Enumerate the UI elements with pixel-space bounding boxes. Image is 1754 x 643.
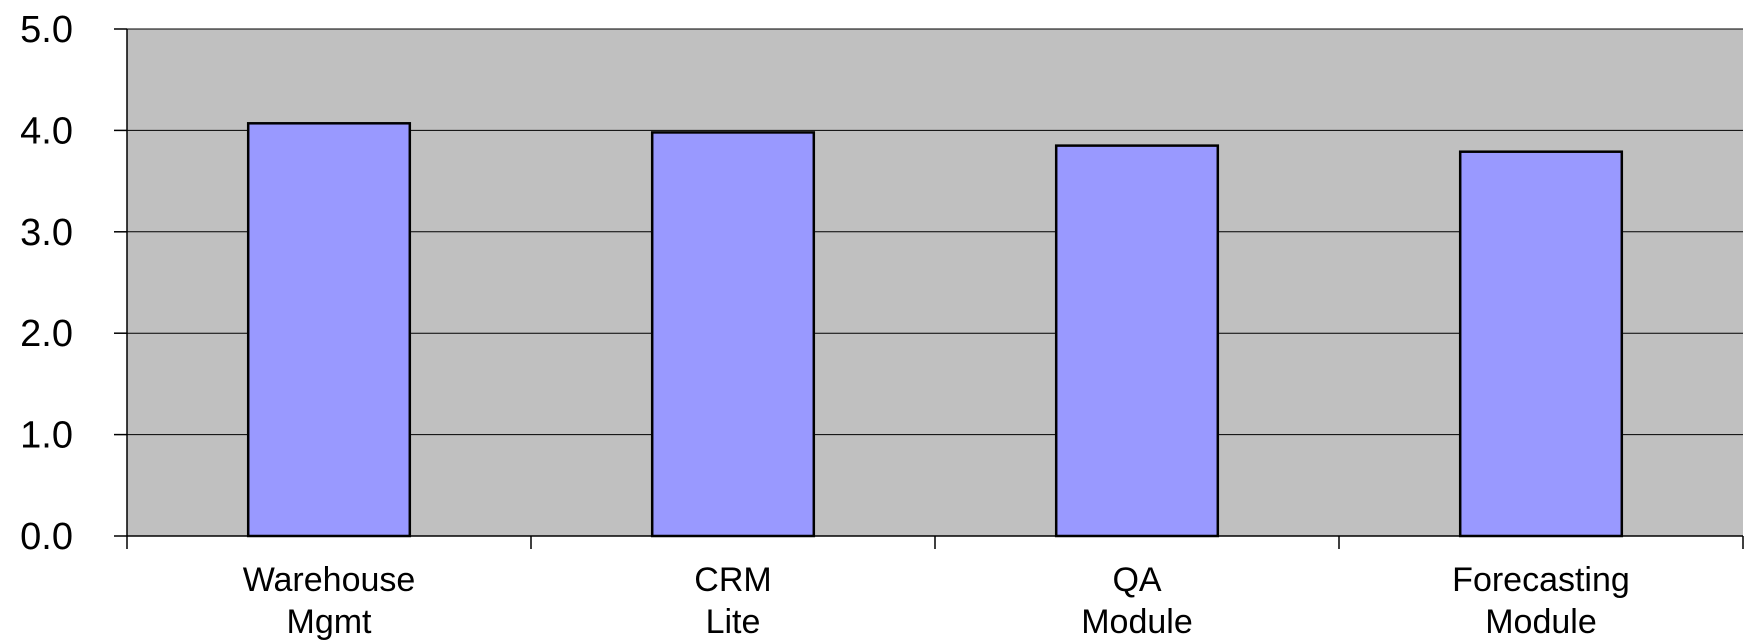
x-tick-label: Forecasting Module bbox=[1452, 561, 1630, 641]
y-tick-label: 4.0 bbox=[20, 110, 73, 152]
x-tick-label: CRM Lite bbox=[694, 561, 771, 641]
bar bbox=[1054, 144, 1220, 538]
y-tick-label: 1.0 bbox=[20, 415, 73, 457]
x-tick-label-line: Mgmt bbox=[287, 603, 373, 641]
bar bbox=[1458, 150, 1624, 538]
bars bbox=[246, 122, 1624, 538]
y-tick-label: 0.0 bbox=[20, 516, 73, 558]
y-tick-label: 2.0 bbox=[20, 313, 73, 355]
x-tick-label-line: Module bbox=[1081, 603, 1193, 641]
x-tick-label-line: Lite bbox=[706, 603, 761, 641]
bar bbox=[650, 131, 816, 538]
x-tick-label-line: Warehouse bbox=[243, 561, 416, 599]
x-tick-label: QA Module bbox=[1081, 561, 1193, 641]
x-tick-label: Warehouse Mgmt bbox=[243, 561, 416, 641]
x-tick-label-line: CRM bbox=[694, 561, 771, 599]
x-tick-label-line: Module bbox=[1485, 603, 1597, 641]
x-tick-label-line: QA bbox=[1112, 561, 1161, 599]
x-tick-labels: Warehouse Mgmt CRM Lite QA Module Forecasting M… bbox=[243, 561, 1630, 641]
axes bbox=[114, 28, 1744, 549]
y-tick-labels: 0.0 1.0 2.0 3.0 4.0 5.0 bbox=[20, 9, 73, 558]
x-tick-label-line: Forecasting bbox=[1452, 561, 1630, 599]
bar bbox=[246, 122, 412, 538]
y-tick-label: 5.0 bbox=[20, 9, 73, 51]
y-tick-label: 3.0 bbox=[20, 212, 73, 254]
